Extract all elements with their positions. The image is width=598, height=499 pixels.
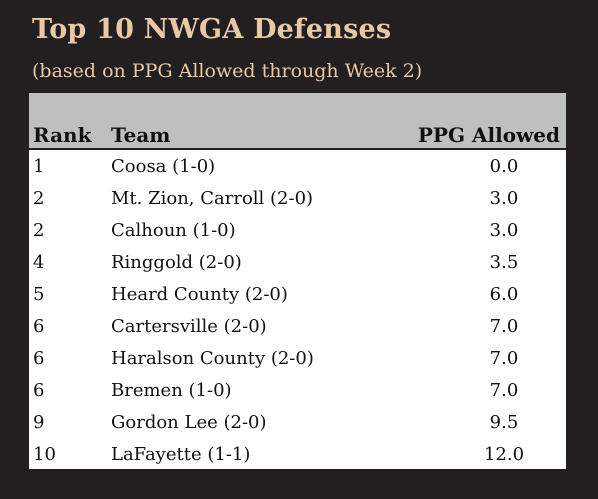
rank-cell: 6 xyxy=(33,348,45,369)
rank-cell: 6 xyxy=(33,316,45,337)
rank-cell: 2 xyxy=(33,188,45,209)
rank-cell: 9 xyxy=(33,412,45,433)
table-row: 10 LaFayette (1-1) 12.0 xyxy=(29,438,566,470)
table-row: 5 Heard County (2-0) 6.0 xyxy=(29,278,566,310)
team-cell: LaFayette (1-1) xyxy=(111,444,251,465)
ppg-allowed-cell: 7.0 xyxy=(489,348,519,369)
table-header-row: Rank Team PPG Allowed xyxy=(29,93,566,150)
ppg-allowed-cell: 3.5 xyxy=(489,252,519,273)
team-cell: Ringgold (2-0) xyxy=(111,252,242,273)
ppg-allowed-cell: 7.0 xyxy=(489,380,519,401)
ppg-allowed-cell: 7.0 xyxy=(489,316,519,337)
rank-cell: 6 xyxy=(33,380,45,401)
rank-cell: 4 xyxy=(33,252,45,273)
team-cell: Gordon Lee (2-0) xyxy=(111,412,267,433)
column-header-team: Team xyxy=(111,123,171,147)
ppg-allowed-cell: 9.5 xyxy=(489,412,519,433)
rank-cell: 1 xyxy=(33,156,45,177)
table-row: 2 Calhoun (1-0) 3.0 xyxy=(29,214,566,246)
page-title: Top 10 NWGA Defenses xyxy=(32,14,392,45)
table-row: 4 Ringgold (2-0) 3.5 xyxy=(29,246,566,278)
team-cell: Heard County (2-0) xyxy=(111,284,288,305)
column-header-ppg-allowed: PPG Allowed xyxy=(417,123,560,147)
team-cell: Mt. Zion, Carroll (2-0) xyxy=(111,188,314,209)
rank-cell: 10 xyxy=(33,444,56,465)
team-cell: Coosa (1-0) xyxy=(111,156,216,177)
ppg-allowed-cell: 3.0 xyxy=(489,188,519,209)
rank-cell: 5 xyxy=(33,284,45,305)
team-cell: Bremen (1-0) xyxy=(111,380,232,401)
ppg-allowed-cell: 0.0 xyxy=(489,156,519,177)
page-subtitle: (based on PPG Allowed through Week 2) xyxy=(32,60,423,82)
table-row: 6 Haralson County (2-0) 7.0 xyxy=(29,342,566,374)
team-cell: Cartersville (2-0) xyxy=(111,316,267,337)
table-row: 6 Cartersville (2-0) 7.0 xyxy=(29,310,566,342)
ppg-allowed-cell: 3.0 xyxy=(489,220,519,241)
rankings-table: Rank Team PPG Allowed 1 Coosa (1-0) 0.0 2 Mt… xyxy=(29,93,566,469)
team-cell: Haralson County (2-0) xyxy=(111,348,314,369)
team-cell: Calhoun (1-0) xyxy=(111,220,236,241)
rank-cell: 2 xyxy=(33,220,45,241)
ppg-allowed-cell: 6.0 xyxy=(489,284,519,305)
table-row: 9 Gordon Lee (2-0) 9.5 xyxy=(29,406,566,438)
table-row: 6 Bremen (1-0) 7.0 xyxy=(29,374,566,406)
ppg-allowed-cell: 12.0 xyxy=(483,444,525,465)
table-body: 1 Coosa (1-0) 0.0 2 Mt. Zion, Carroll (2-0) 3… xyxy=(29,150,566,470)
table-row: 2 Mt. Zion, Carroll (2-0) 3.0 xyxy=(29,182,566,214)
table-row: 1 Coosa (1-0) 0.0 xyxy=(29,150,566,182)
column-header-rank: Rank xyxy=(33,123,92,147)
